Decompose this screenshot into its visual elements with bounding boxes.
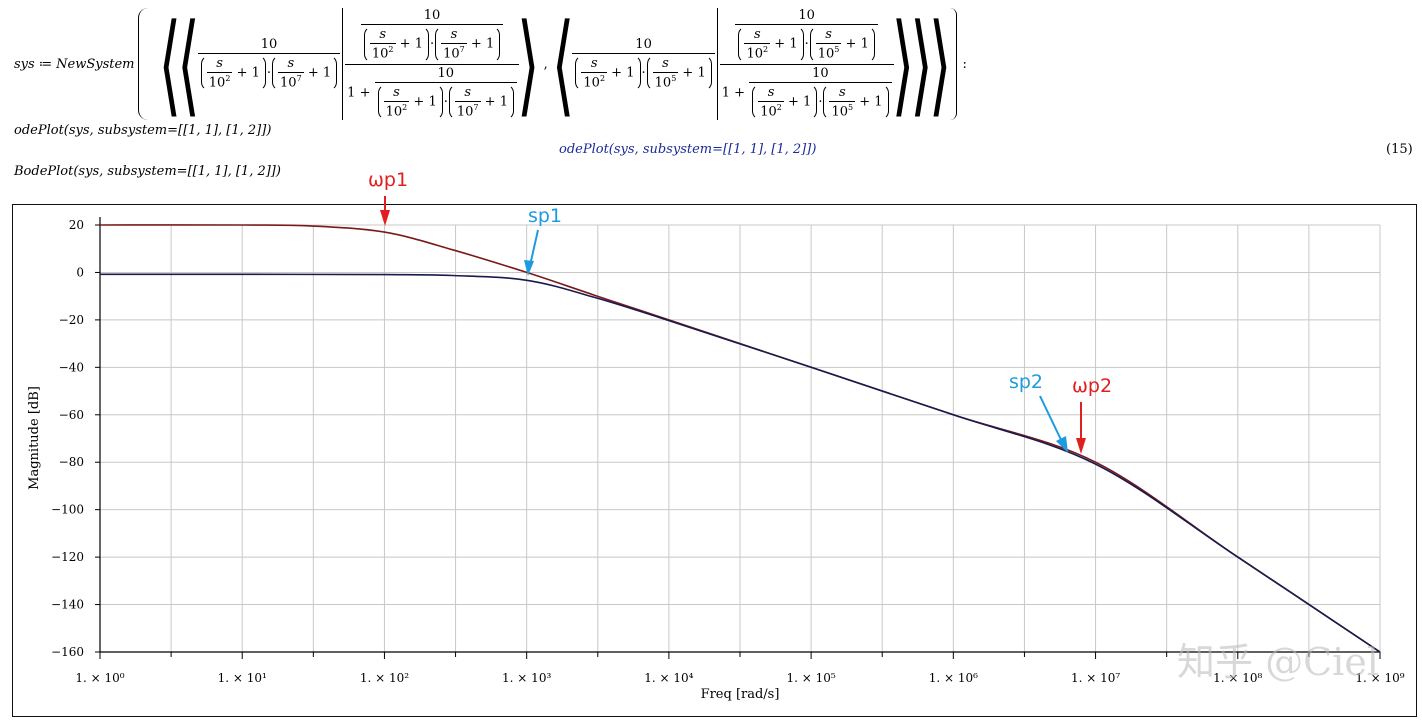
left-angle-1: ⟨ (158, 0, 182, 129)
equation-number: (15) (1386, 142, 1413, 157)
x-tick-label: 1. × 10⁰ (75, 671, 124, 685)
y-tick-label: −20 (59, 313, 84, 327)
y-tick-label: 20 (69, 218, 84, 232)
x-tick-label: 1. × 10⁶ (929, 671, 978, 685)
y-tick-label: −160 (51, 645, 84, 659)
left-angle-3: ⟨ (551, 0, 575, 129)
right-angle-2: ⟩ (891, 0, 915, 129)
annotation-wp2-arrowhead (1076, 438, 1086, 454)
tf-1-2-denominator: 1 + 10 s 102 + 1 · s 107 + 1 (345, 63, 519, 120)
watermark: 知乎 @Ciel (1177, 640, 1379, 684)
x-tick-label: 1. × 10⁵ (787, 671, 836, 685)
tf-1-1-denominator: s 102 + 1 · s 107 + 1 (197, 52, 341, 92)
y-tick-label: −120 (51, 550, 84, 564)
right-angle-3: ⟩ (910, 0, 933, 129)
statement-terminator: : (962, 56, 967, 72)
vertical-bar-1 (342, 8, 344, 120)
grid (99, 224, 1381, 653)
y-tick-label: −60 (59, 408, 84, 422)
tf-1-2: 10 s 102 + 1 · s 107 + 1 1 + 10 s 102 + 1 · s 107 … (345, 8, 519, 120)
y-axis-label: Magnitude [dB] (27, 386, 42, 490)
series-lines (99, 224, 1381, 653)
odeplot-output: odePlot(sys, subsystem=[[1, 1], [1, 2]]) (559, 142, 817, 157)
y-tick-label: 0 (76, 265, 84, 279)
annotation-wp1: ωp1 (368, 169, 408, 226)
annotation-sp1-label: sp1 (528, 205, 562, 227)
tf-1-1-numerator: 10 (260, 36, 278, 52)
bodeplot-input[interactable]: BodePlot(sys, subsystem=[[1, 1], [1, 2]]… (14, 164, 281, 179)
x-tick-label: 1. × 10⁸ (1213, 671, 1262, 685)
outer-angle-fence (137, 8, 161, 120)
assignment-line: sys ≔ NewSystem ⟨ ⟨ 10 s 102 + 1 · s 107 + 1… (14, 0, 967, 129)
assign-operator: ≔ (38, 56, 53, 72)
y-tick-labels: 20 0 −20 −40 −60 −80 −100 −120 −140 −160 (51, 218, 84, 659)
x-tick-label: 1. × 10⁷ (1071, 671, 1120, 685)
x-tick-label: 1. × 10⁹ (1355, 671, 1404, 685)
math-input-region[interactable]: sys ≔ NewSystem ⟨ ⟨ 10 s 102 + 1 · s 107 + 1… (0, 0, 1422, 135)
y-tick-label: −100 (51, 503, 84, 517)
comma: , (543, 56, 548, 72)
series-2-line (100, 273, 1381, 653)
tf-1-1: 10 s 102 + 1 · s 107 + 1 (197, 36, 341, 92)
function-name: NewSystem (56, 56, 135, 72)
y-tick-label: −140 (51, 598, 84, 612)
tf-2-1: 10 s 102 + 1 · s 105 + 1 (572, 37, 715, 92)
plot-frame[interactable] (12, 204, 1417, 717)
outer-angle-fence-right (950, 8, 957, 120)
x-tick-label: 1. × 10¹ (218, 671, 267, 685)
axes (95, 217, 1381, 659)
annotation-wp2: ωp2 (1072, 375, 1112, 454)
annotation-sp2-arrowhead (1056, 436, 1068, 453)
annotation-sp1: sp1 (524, 205, 562, 276)
right-angle-1: ⟩ (516, 0, 540, 129)
x-axis-label: Freq [rad/s] (701, 687, 780, 702)
annotation-sp2: sp2 (1009, 371, 1068, 453)
x-tick-labels: 1. × 10⁰ 1. × 10¹ 1. × 10² 1. × 10³ 1. × 10⁴… (75, 671, 1404, 685)
vertical-bar-2 (716, 8, 718, 120)
annotation-sp2-arrow (1039, 395, 1065, 447)
annotation-sp1-arrowhead (524, 260, 534, 276)
right-angle-4: ⟩ (928, 0, 952, 129)
annotation-wp1-label: ωp1 (368, 169, 408, 191)
annotation-sp2-label: sp2 (1009, 371, 1043, 393)
left-angle-2: ⟨ (177, 0, 200, 129)
assign-lhs: sys (14, 56, 35, 72)
x-tick-label: 1. × 10⁴ (644, 671, 693, 685)
odeplot-input[interactable]: odePlot(sys, subsystem=[[1, 1], [1, 2]]) (14, 123, 272, 138)
annotation-wp1-arrowhead (380, 210, 390, 226)
y-tick-label: −80 (59, 455, 84, 469)
annotation-wp2-label: ωp2 (1072, 375, 1112, 397)
y-tick-label: −40 (59, 360, 84, 374)
tf-1-2-numerator: 10 s 102 + 1 · s 107 + 1 (359, 8, 505, 63)
x-tick-label: 1. × 10³ (502, 671, 551, 685)
tf-2-2: 10 s 102 + 1 · s 105 + 1 1 + 10 s 102 + 1 · s 105 … (719, 8, 894, 120)
x-tick-label: 1. × 10² (360, 671, 409, 685)
